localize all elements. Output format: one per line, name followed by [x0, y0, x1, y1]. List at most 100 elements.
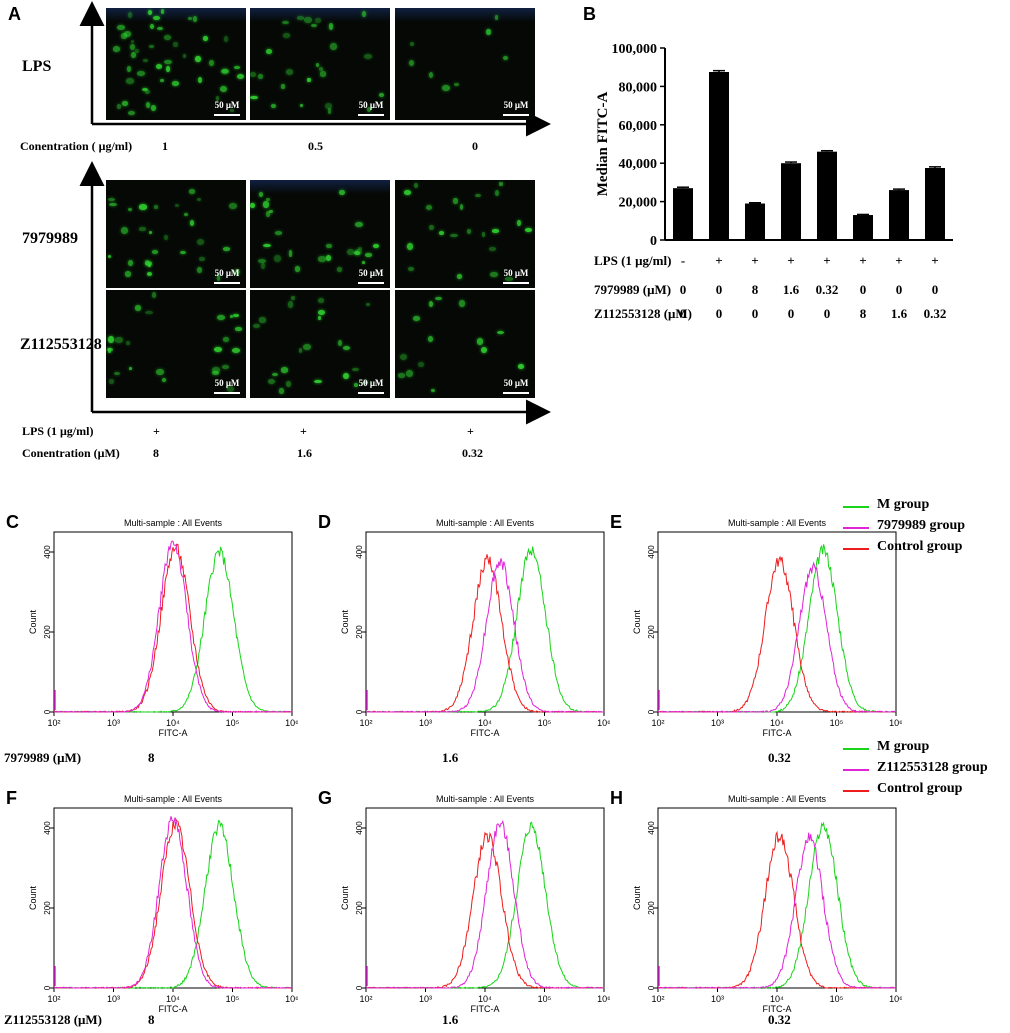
scale-bar: 50 μM — [214, 100, 240, 116]
row-treatment-value: 0.32 — [768, 1012, 791, 1027]
bottom-lps-value: + — [153, 424, 160, 438]
row-label-z112553128: Z112553128 — [20, 336, 102, 353]
bottom-conc-value: 8 — [153, 446, 159, 460]
panel-label-e: E — [610, 512, 623, 532]
condition-cell: + — [715, 253, 723, 268]
y-axis-title: Count — [28, 886, 38, 911]
fluorescent-cell — [325, 103, 333, 110]
flow-histogram-e: Multi-sample : All Events 10² 10³ 10⁴ 10⁵ 10⁶… — [632, 518, 902, 738]
x-tick-label: 10³ — [711, 718, 724, 728]
fluorescent-cell — [365, 252, 372, 258]
fluorescent-cell — [454, 83, 459, 87]
y-tick-label: 0 — [355, 709, 364, 714]
fluorescent-cell — [135, 48, 139, 54]
fluorescent-cell — [429, 300, 434, 307]
fluorescent-cell — [142, 58, 149, 62]
fluorescent-cell — [265, 197, 270, 202]
fluorescent-cell — [361, 260, 366, 265]
fluorescent-cell — [108, 335, 114, 343]
condition-cell: 0 — [823, 306, 831, 321]
fluorescent-cell — [262, 243, 271, 247]
bottom-lps-value: + — [467, 424, 474, 438]
fluorescent-cell — [496, 331, 504, 335]
x-tick-label: 10² — [359, 994, 372, 1004]
condition-cell: 8 — [859, 306, 867, 321]
fluorescent-cell — [183, 212, 188, 217]
y-tick-label: 0 — [647, 985, 656, 990]
x-tick-label: 10³ — [711, 994, 724, 1004]
legend-label: 7979989 group — [877, 518, 966, 533]
fluorescent-cell — [274, 230, 283, 235]
x-tick-label: 10⁵ — [226, 718, 240, 728]
condition-cell: 0 — [787, 306, 795, 321]
fluorescent-cell — [148, 45, 155, 49]
y-tick-label: 400 — [43, 545, 52, 559]
fluorescent-cell — [453, 197, 458, 205]
condition-row-label: 7979989 (μM) — [594, 282, 672, 297]
panel-label-d: D — [318, 512, 331, 532]
fluorescent-cell — [183, 53, 187, 59]
fluorescent-cell — [195, 55, 201, 63]
condition-cell: + — [931, 253, 939, 268]
bar — [673, 188, 693, 240]
fluorescent-cell — [258, 192, 263, 198]
fluorescent-cell — [209, 60, 215, 67]
x-tick-label: 10⁶ — [889, 718, 902, 728]
legend-swatch — [843, 548, 869, 550]
condition-cell: 0 — [715, 306, 723, 321]
fluorescent-cell — [235, 326, 242, 331]
fluorescent-cell — [285, 380, 291, 387]
top-axis-label: Conentration ( μg/ml) — [20, 139, 133, 153]
x-tick-label: 10⁶ — [285, 718, 298, 728]
y-tick-label: 20,000 — [619, 196, 658, 211]
fluorescent-cell — [427, 335, 434, 343]
row-treatment-value: 8 — [148, 1012, 155, 1027]
fluorescent-cell — [128, 11, 133, 19]
y-tick-label: 0 — [43, 709, 52, 714]
fluorescent-cell — [198, 76, 202, 83]
fluorescent-cell — [112, 46, 121, 53]
fluorescent-cell — [272, 372, 278, 376]
fluorescent-cell — [282, 20, 289, 24]
fluorescent-cell — [362, 11, 366, 17]
fluorescent-cell — [216, 275, 221, 281]
histogram-series-line — [658, 832, 897, 989]
row-treatment-label-top: 7979989 (μM) — [4, 750, 82, 765]
top-axis-value: 1 — [162, 139, 168, 153]
fluorescent-cell — [318, 67, 324, 72]
fluorescent-cell — [233, 269, 240, 276]
fluorescent-cell — [352, 367, 359, 372]
scale-bar-line — [214, 392, 240, 394]
flow-histogram-f: Multi-sample : All Events 10² 10³ 10⁴ 10⁵ 10⁶… — [28, 794, 298, 1014]
x-tick-label: 10³ — [419, 994, 432, 1004]
bar — [781, 163, 801, 240]
scale-bar-line — [358, 392, 384, 394]
x-tick-label: 10⁴ — [770, 994, 784, 1004]
fluorescent-cell — [481, 231, 486, 237]
micrograph-edge-glow — [395, 8, 535, 22]
fluorescent-cell — [406, 242, 414, 250]
fluorescent-cell — [138, 204, 147, 210]
fluorescent-cell — [145, 90, 150, 95]
micrograph: 50 μM — [106, 290, 246, 398]
micrograph-edge-glow — [250, 8, 390, 22]
condition-cell: 0 — [679, 282, 687, 297]
fluorescent-cell — [126, 78, 135, 85]
fluorescent-cell — [494, 14, 499, 20]
fluorescent-cell — [354, 251, 361, 256]
bottom-conc-label: Conentration (μM) — [22, 446, 120, 460]
bar — [889, 190, 909, 240]
fluorescent-cell — [117, 24, 125, 31]
bottom-conc-value: 1.6 — [297, 446, 312, 460]
row-treatment-label-bottom: Z112553128 (μM) — [4, 1012, 103, 1027]
micrograph: 50 μM — [250, 8, 390, 120]
condition-cell: 8 — [751, 282, 759, 297]
histogram-series-line — [657, 830, 897, 989]
fluorescent-cell — [336, 267, 342, 272]
fluorescent-cell — [137, 70, 145, 76]
y-tick-label: 0 — [650, 234, 657, 249]
top-axis-value: 0 — [472, 139, 478, 153]
scale-bar-label: 50 μM — [358, 378, 384, 388]
fluorescent-cell — [357, 246, 362, 251]
legend-swatch — [843, 527, 869, 529]
